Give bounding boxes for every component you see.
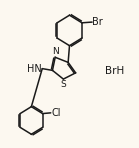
Text: Br: Br — [92, 17, 103, 27]
Text: S: S — [61, 80, 66, 89]
Text: BrH: BrH — [105, 66, 124, 76]
Text: Cl: Cl — [51, 108, 60, 118]
Text: N: N — [52, 47, 59, 56]
Text: HN: HN — [27, 64, 42, 74]
